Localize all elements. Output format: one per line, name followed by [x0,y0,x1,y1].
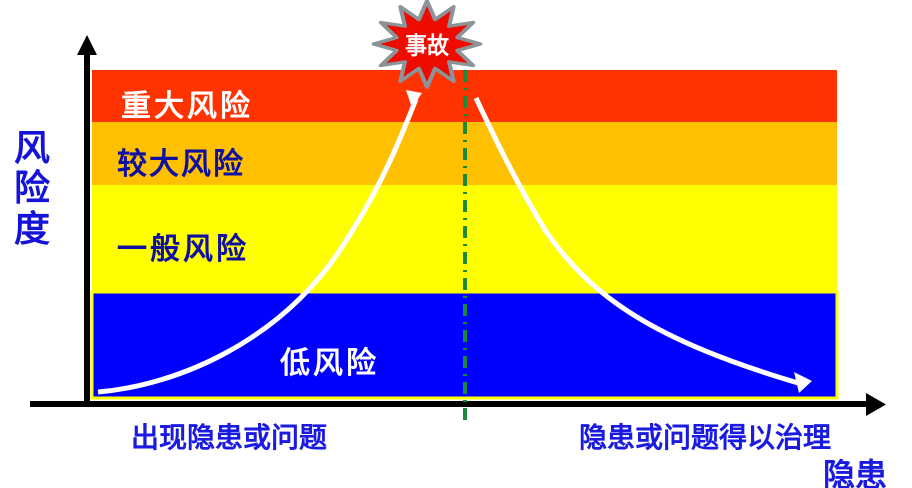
svg-text:事故: 事故 [405,33,449,59]
